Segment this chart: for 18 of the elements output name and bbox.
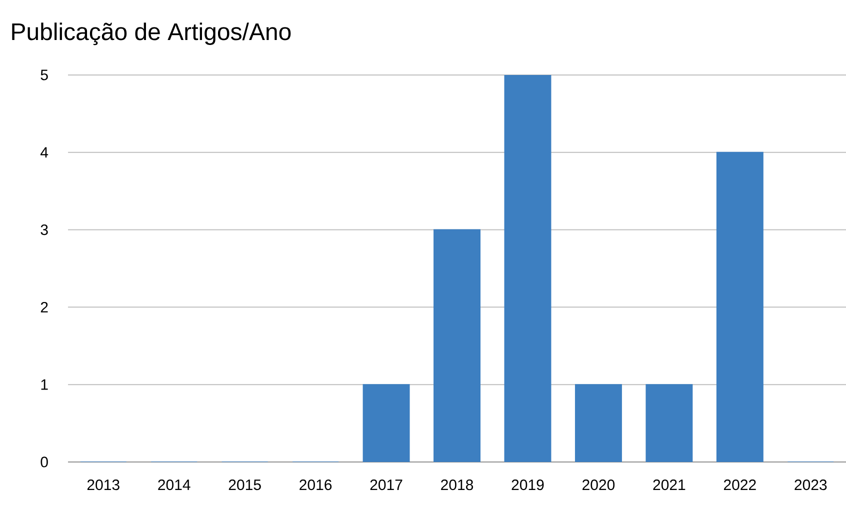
x-tick-label: 2016 (300, 480, 332, 490)
x-tick-label: 2013 (87, 480, 120, 490)
y-tick-label: 5 (40, 70, 48, 80)
x-tick-label: 2020 (582, 480, 615, 490)
x-tick-label: 2015 (228, 480, 261, 490)
x-tick-label: 2017 (370, 480, 402, 490)
x-tick-label: 2023 (794, 480, 827, 490)
x-tick-label: 2022 (724, 480, 756, 490)
x-tick-label: 2019 (512, 480, 544, 490)
y-tick-label: 2 (40, 302, 48, 312)
y-tick-label: 4 (40, 147, 48, 158)
y-tick-label: 3 (40, 224, 48, 236)
x-tick-label: 2014 (158, 480, 190, 490)
y-tick-label: 0 (40, 456, 48, 468)
y-tick-label: 1 (41, 379, 48, 390)
chart-title: Publicação de Artigos/Ano (12, 22, 291, 46)
x-tick-label: 2018 (441, 480, 474, 490)
x-tick-label: 2021 (653, 480, 686, 490)
